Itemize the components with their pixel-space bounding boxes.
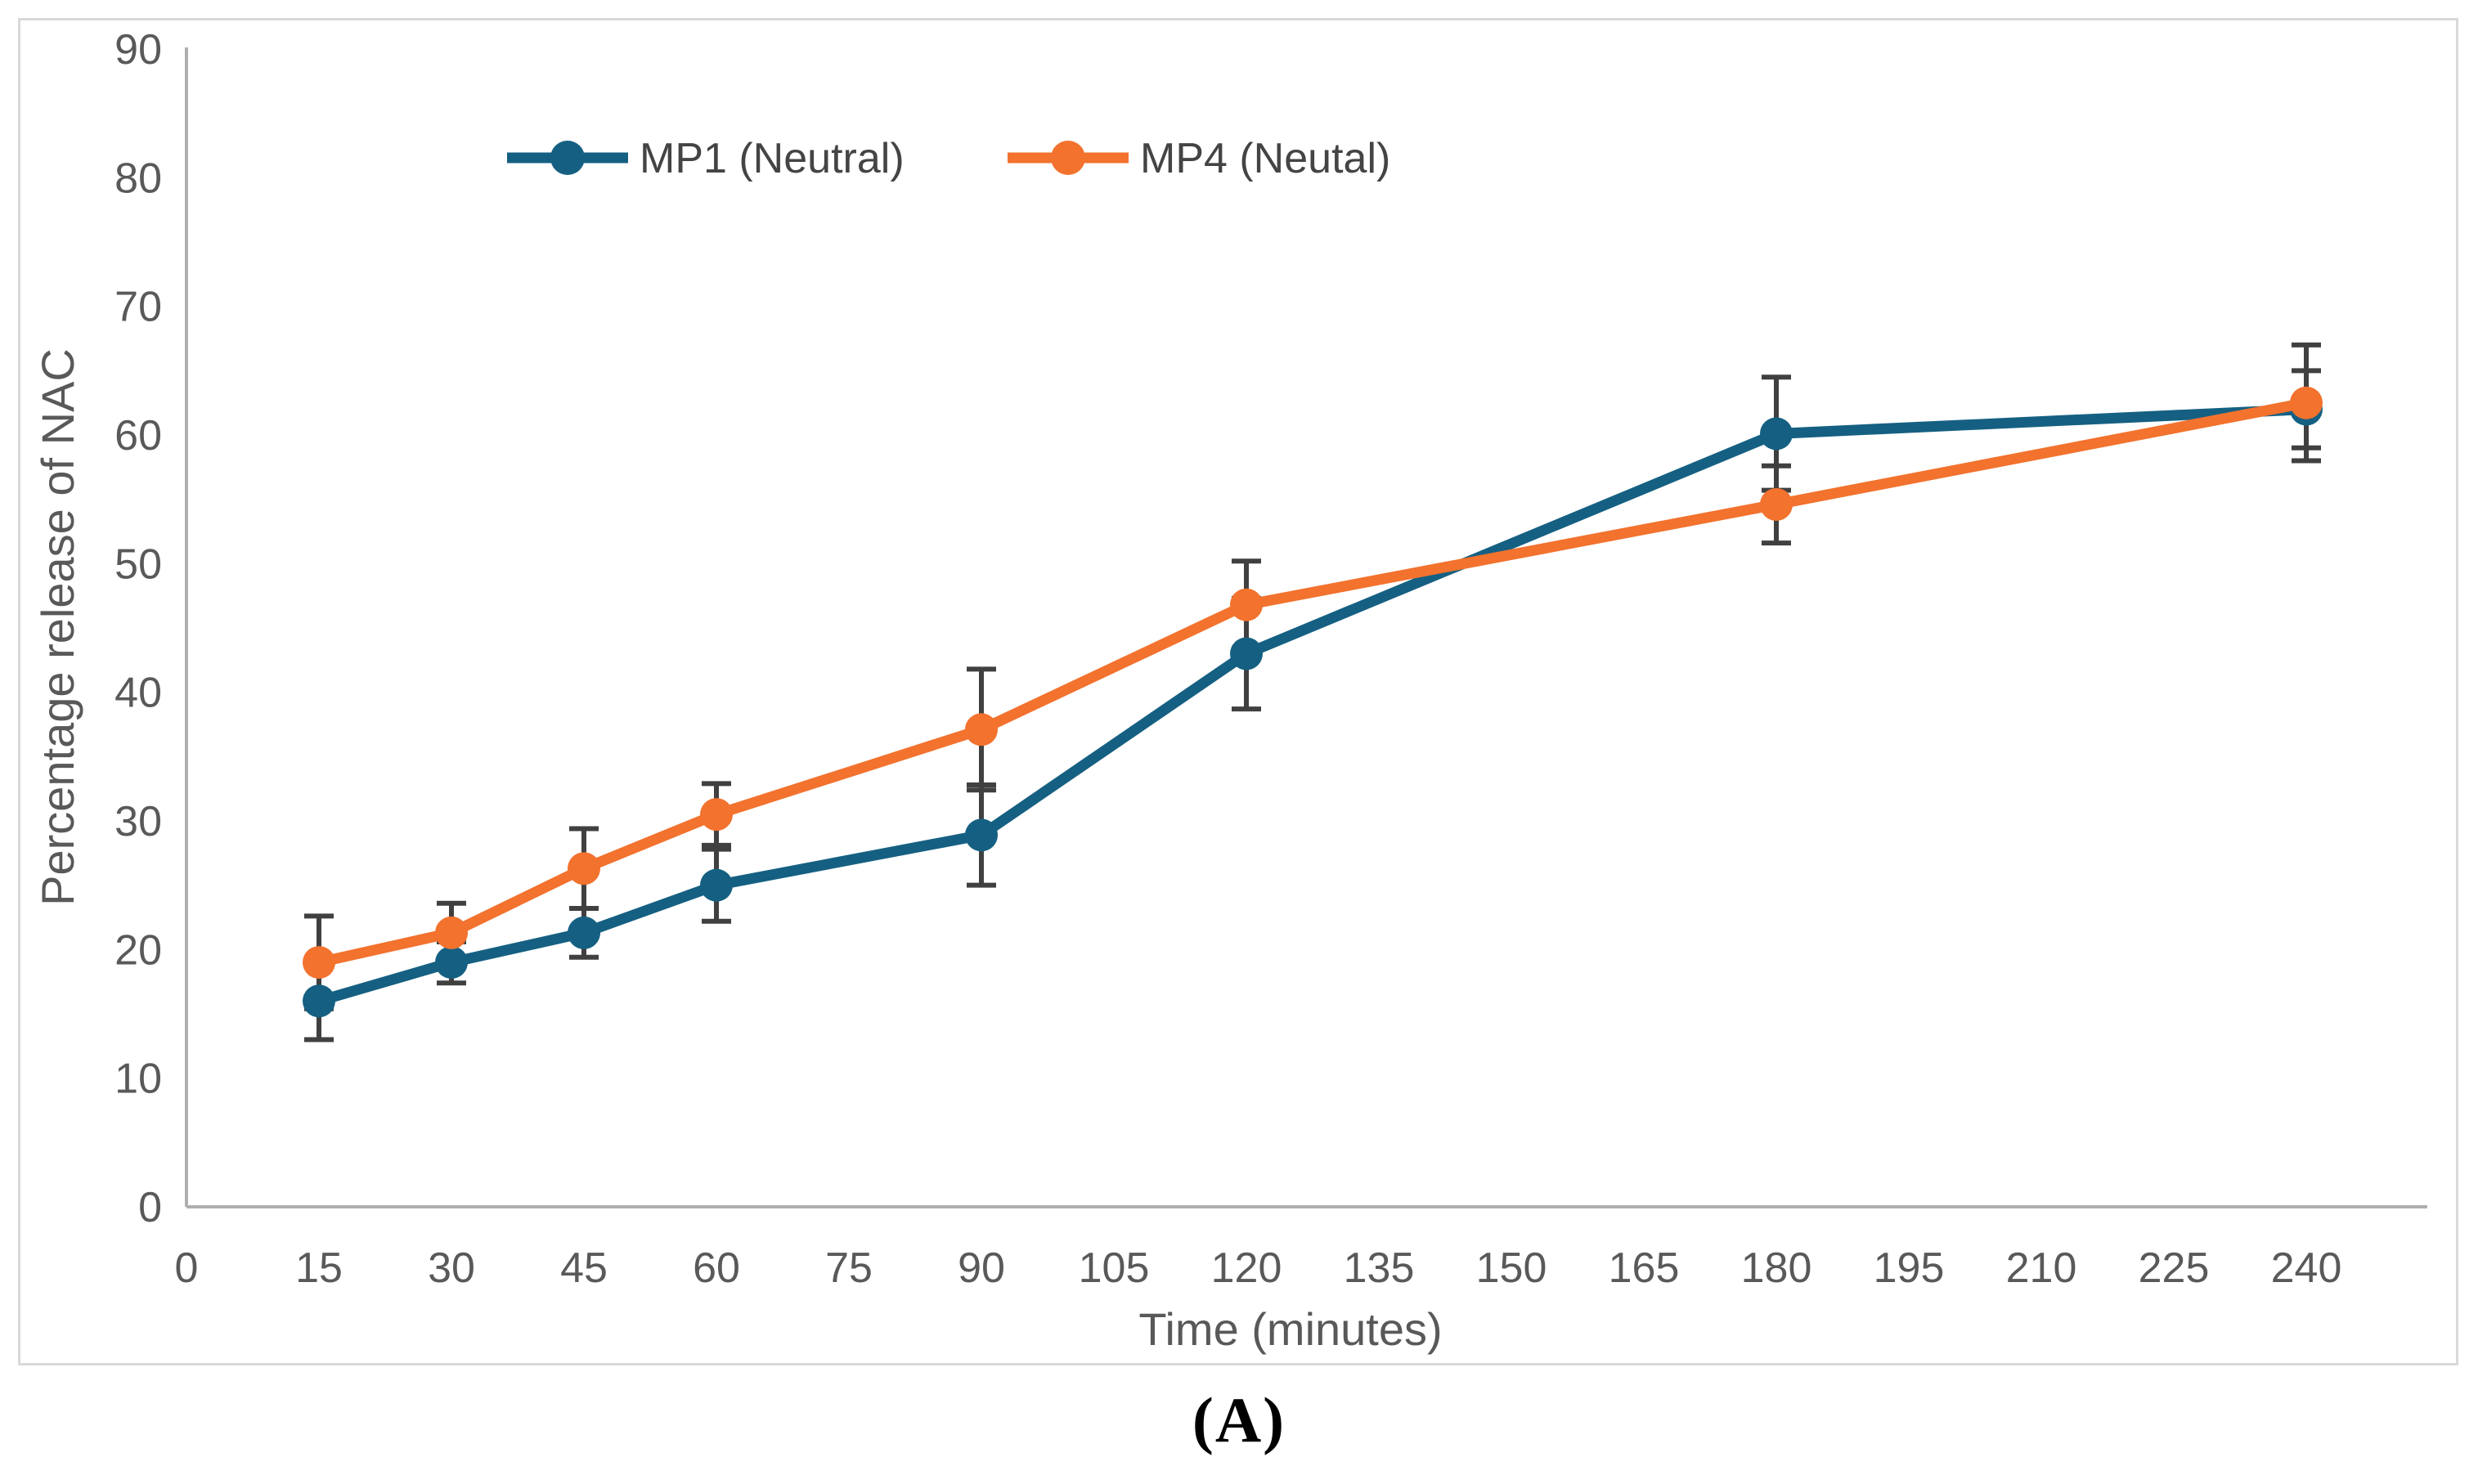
data-point [700, 868, 733, 902]
y-tick-label: 0 [138, 1184, 162, 1231]
x-tick-label: 210 [2006, 1244, 2077, 1292]
x-tick-label: 135 [1344, 1244, 1415, 1292]
figure-caption: (A) [1192, 1384, 1286, 1455]
x-tick-label: 75 [825, 1244, 873, 1292]
x-tick-label: 180 [1741, 1244, 1812, 1292]
x-tick-labels: 0 15 30 45 60 75 90 105 120 135 150 165 180 195 210 225… [175, 1244, 2342, 1292]
data-point [1230, 637, 1263, 670]
y-tick-label: 10 [114, 1056, 162, 1103]
x-tick-label: 30 [428, 1244, 475, 1292]
data-point [303, 946, 335, 980]
series-line-mp4-neutal [317, 397, 2308, 968]
x-tick-label: 240 [2271, 1244, 2342, 1292]
data-point [1760, 487, 1793, 521]
x-tick-label: 165 [1609, 1244, 1680, 1292]
data-point [303, 984, 335, 1018]
series-markers-mp1-neutral [303, 392, 2323, 1018]
x-tick-label: 0 [175, 1244, 199, 1292]
x-tick-label: 150 [1476, 1244, 1547, 1292]
x-axis-title: Time (minutes) [1138, 1303, 1442, 1355]
error-bars [304, 342, 2321, 1042]
data-point [965, 713, 998, 746]
x-tick-label: 45 [560, 1244, 608, 1292]
legend-item-mp1-neutral: MP1 (Neutral) [507, 135, 905, 182]
data-point [568, 852, 600, 885]
y-tick-labels: 0 10 20 30 40 50 60 70 80 90 [114, 26, 162, 1231]
y-axis-title: Percentage release of NAC [32, 348, 83, 906]
data-point [568, 916, 600, 949]
x-tick-label: 225 [2139, 1244, 2210, 1292]
x-tick-label: 15 [295, 1244, 343, 1292]
y-tick-label: 90 [114, 26, 162, 74]
data-point [435, 946, 468, 980]
y-tick-label: 60 [114, 412, 162, 460]
data-point [435, 916, 468, 949]
x-tick-label: 90 [958, 1244, 1005, 1292]
legend-label: MP4 (Neutal) [1140, 135, 1390, 182]
legend-item-mp4-neutal: MP4 (Neutal) [1008, 135, 1390, 182]
data-point [1760, 417, 1793, 451]
legend-marker [550, 141, 585, 175]
data-point [2290, 386, 2323, 419]
chart-frame [18, 18, 2458, 1365]
data-point [965, 818, 998, 852]
x-tick-label: 195 [1874, 1244, 1945, 1292]
legend-marker [1051, 141, 1085, 175]
y-tick-label: 40 [114, 670, 162, 717]
y-tick-label: 20 [114, 926, 162, 974]
series-line-mp1-neutral [317, 404, 2307, 1007]
x-tick-label: 120 [1211, 1244, 1282, 1292]
legend-label: MP1 (Neutral) [640, 135, 905, 182]
x-tick-label: 105 [1079, 1244, 1150, 1292]
data-point [1230, 588, 1263, 621]
series-markers-mp4-neutal [303, 386, 2323, 980]
legend: MP1 (Neutral) MP4 (Neutal) [507, 135, 1390, 182]
y-tick-label: 30 [114, 798, 162, 845]
data-point [700, 798, 733, 832]
x-tick-label: 60 [693, 1244, 740, 1292]
y-tick-label: 70 [114, 284, 162, 331]
y-tick-label: 80 [114, 155, 162, 202]
y-tick-label: 50 [114, 540, 162, 588]
